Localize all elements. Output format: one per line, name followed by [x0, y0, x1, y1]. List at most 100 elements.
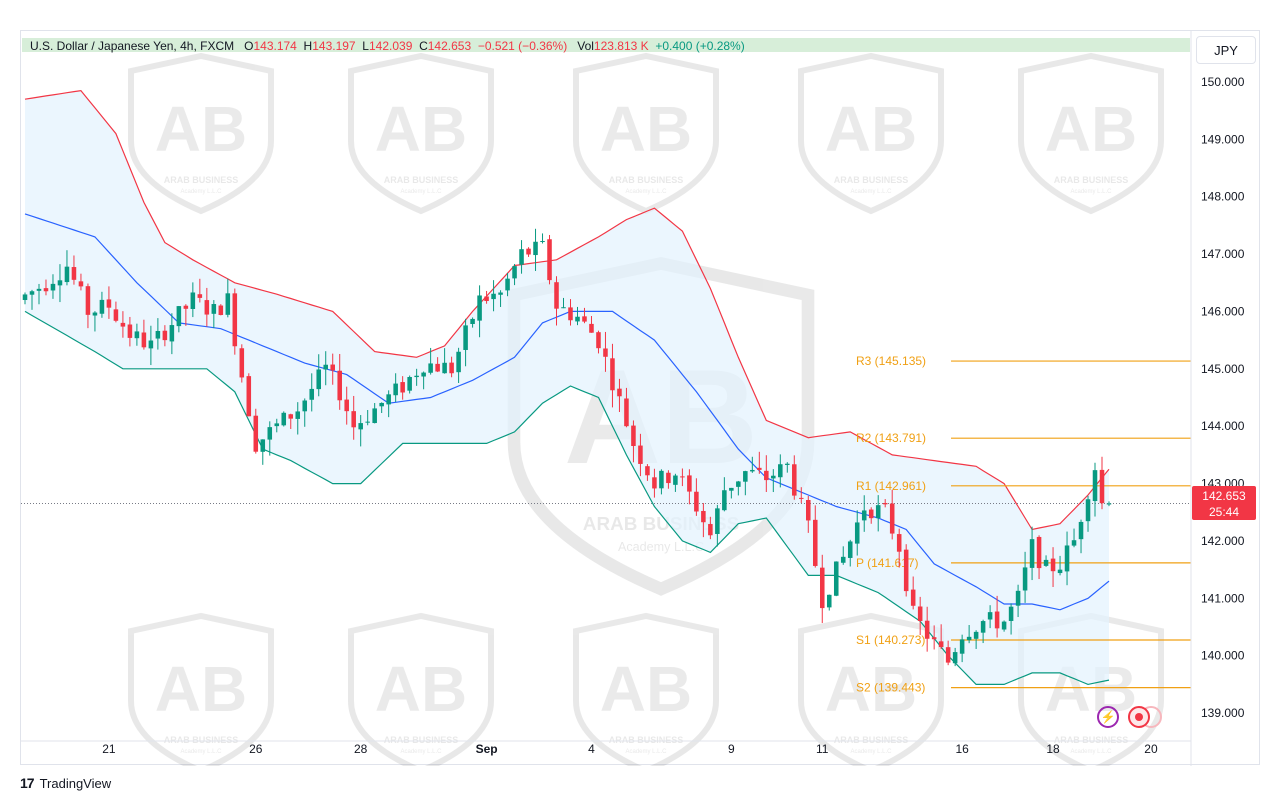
candle-body — [99, 299, 105, 314]
candle-body — [554, 282, 559, 309]
time-tick-label: 18 — [1046, 742, 1060, 756]
symbol-legend[interactable]: U.S. Dollar / Japanese Yen, 4h, FXCM O14… — [30, 39, 745, 53]
pivot-label-s2: S2 (139.443) — [856, 681, 925, 695]
candle-body — [819, 567, 825, 609]
candle-body — [896, 534, 902, 552]
price-tick-label: 148.000 — [1201, 190, 1245, 204]
price-tick-label: 145.000 — [1201, 362, 1245, 376]
candle-body — [1015, 590, 1021, 606]
time-tick-label: 16 — [955, 742, 969, 756]
candle-body — [1043, 559, 1049, 566]
candle-body — [477, 295, 482, 321]
chart-frame[interactable]: AB ARAB BUSINESS Academy L.L.C AB ARAB BUSIN… — [20, 30, 1261, 766]
brand-footer[interactable]: 17 TradingView — [20, 775, 111, 791]
candle-body — [973, 631, 979, 639]
candle-body — [764, 470, 769, 481]
candle-body — [169, 325, 175, 342]
upper-band-line — [24, 89, 1110, 531]
candle-body — [372, 408, 377, 424]
flash-icon[interactable]: ⚡ — [1097, 706, 1119, 728]
candle-body — [365, 421, 370, 423]
candle-body — [253, 415, 259, 452]
candles[interactable] — [22, 228, 1112, 667]
watermark-name: ARAB BUSINESS — [384, 735, 459, 745]
candle-body — [400, 382, 405, 393]
candle-body — [708, 524, 713, 536]
price-tick-label: 144.000 — [1201, 419, 1245, 433]
candle-body — [414, 375, 419, 378]
candle-body — [980, 621, 986, 633]
candle-body — [680, 476, 685, 478]
candle-body — [260, 439, 266, 452]
candle-body — [1106, 503, 1112, 505]
candle-body — [218, 305, 224, 315]
candle-body — [456, 351, 461, 373]
candle-body — [589, 323, 594, 333]
candle-body — [463, 325, 468, 350]
price-chart[interactable]: AB ARAB BUSINESS Academy L.L.C AB ARAB BUSIN… — [21, 31, 1261, 766]
tradingview-logo-icon: 17 — [20, 775, 35, 791]
candle-body — [141, 332, 147, 348]
candle-body — [806, 500, 811, 521]
candle-body — [1078, 521, 1084, 540]
candle-body — [575, 316, 580, 322]
last-price-badge: 142.653 25:44 — [1192, 486, 1256, 520]
candle-body — [561, 307, 566, 309]
candle-body — [938, 641, 944, 648]
candle-body — [659, 470, 664, 489]
watermark-name: ARAB BUSINESS — [609, 735, 684, 745]
candle-body — [232, 293, 238, 347]
candle-body — [533, 241, 538, 256]
candle-body — [57, 280, 63, 286]
candle-body — [379, 402, 384, 407]
candle-body — [889, 503, 895, 534]
close-label: C — [419, 39, 428, 53]
candle-body — [491, 293, 496, 300]
watermark-logo-text: AB — [155, 93, 247, 165]
watermark-subtext: Academy L.L.C — [1070, 749, 1112, 755]
candle-body — [197, 294, 203, 298]
low-value: 142.039 — [368, 39, 413, 53]
candle-body — [92, 312, 98, 316]
candle-body — [1022, 567, 1028, 591]
candle-body — [505, 278, 510, 291]
candle-body — [987, 612, 993, 620]
candle-body — [29, 291, 35, 295]
candle-body — [952, 652, 958, 664]
candle-body — [106, 299, 112, 308]
candle-body — [176, 306, 182, 327]
candle-body — [694, 491, 699, 512]
watermark-name: ARAB BUSINESS — [834, 175, 909, 185]
volume-value: 123.813 K — [593, 39, 649, 53]
watermark-shield-outline — [128, 612, 274, 766]
high-value: 143.197 — [312, 39, 356, 53]
target-icon[interactable] — [1128, 706, 1150, 728]
candle-body — [631, 425, 636, 446]
candle-body — [603, 348, 608, 357]
watermark-logo-text: AB — [155, 653, 247, 725]
time-tick-label: Sep — [476, 742, 498, 756]
symbol-title[interactable]: U.S. Dollar / Japanese Yen, 4h, FXCM — [30, 39, 235, 53]
pivot-label-r2: R2 (143.791) — [856, 431, 926, 445]
watermark-shield-outline — [798, 612, 944, 766]
watermark-name: ARAB BUSINESS — [384, 175, 459, 185]
high-label: H — [303, 39, 313, 53]
candle-body — [1085, 499, 1091, 522]
candle-body — [22, 294, 28, 301]
watermark-shield-outline — [798, 52, 944, 215]
candle-body — [127, 324, 133, 338]
pivot-label-p: P (141.617) — [856, 556, 919, 570]
candle-body — [882, 502, 888, 505]
currency-selector[interactable]: JPY — [1196, 36, 1256, 64]
candle-body — [666, 472, 671, 484]
candle-body — [743, 471, 748, 482]
close-value: 142.653 — [427, 39, 472, 53]
candle-body — [910, 589, 916, 606]
candle-body — [498, 292, 503, 295]
candle-body — [470, 318, 475, 325]
